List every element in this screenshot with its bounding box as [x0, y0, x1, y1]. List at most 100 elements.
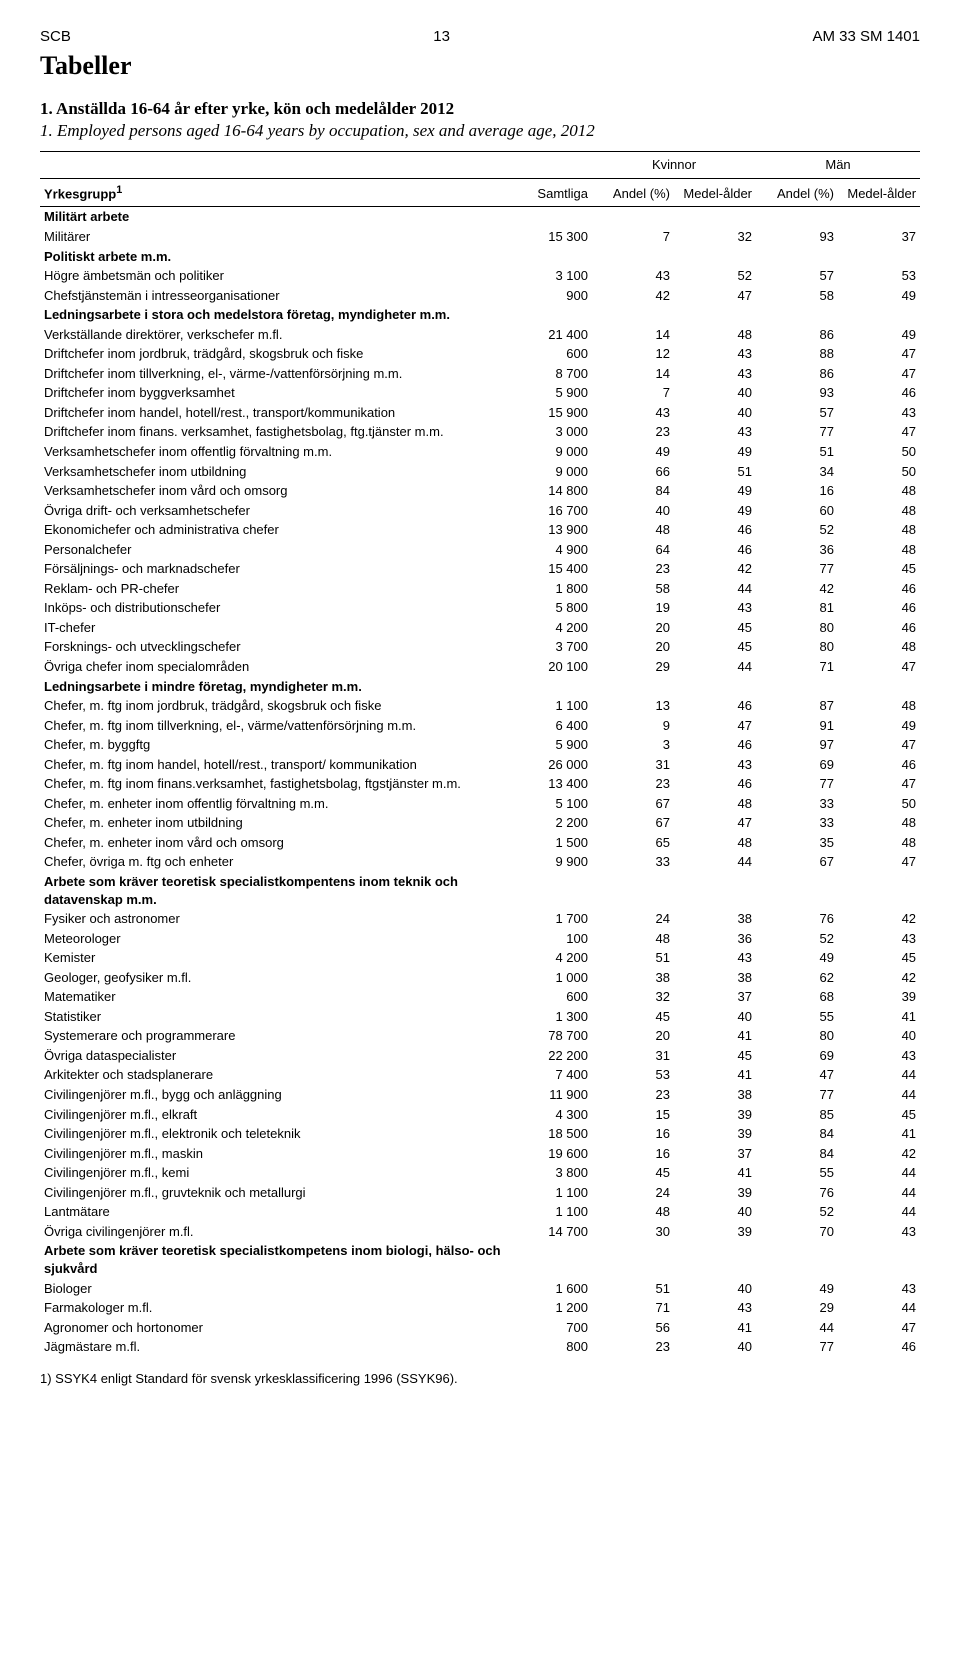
table-row: Militärt arbete [40, 207, 920, 227]
row-value: 80 [756, 618, 838, 638]
row-value: 91 [756, 716, 838, 736]
row-value: 47 [838, 774, 920, 794]
row-value: 45 [838, 559, 920, 579]
footnote: 1) SSYK4 enligt Standard för svensk yrke… [40, 1371, 920, 1386]
row-value [756, 1241, 838, 1278]
row-value: 46 [674, 520, 756, 540]
row-value: 48 [838, 481, 920, 501]
row-value: 4 900 [510, 540, 592, 560]
row-value [838, 305, 920, 325]
row-value: 47 [838, 657, 920, 677]
row-value: 44 [838, 1163, 920, 1183]
col-kv-andel: Andel (%) [592, 178, 674, 207]
row-label: Systemerare och programmerare [40, 1026, 510, 1046]
row-value [592, 677, 674, 697]
row-value: 51 [756, 442, 838, 462]
row-value: 31 [592, 755, 674, 775]
row-label: Övriga civilingenjörer m.fl. [40, 1222, 510, 1242]
row-label: Farmakologer m.fl. [40, 1298, 510, 1318]
row-value: 16 700 [510, 501, 592, 521]
table-row: Arkitekter och stadsplanerare7 400534147… [40, 1065, 920, 1085]
row-value: 43 [838, 1279, 920, 1299]
row-value: 46 [674, 696, 756, 716]
row-value: 52 [756, 929, 838, 949]
table-row: Chefer, m. ftg inom handel, hotell/rest.… [40, 755, 920, 775]
row-value: 45 [674, 618, 756, 638]
row-value: 64 [592, 540, 674, 560]
row-value [510, 677, 592, 697]
row-value: 57 [756, 266, 838, 286]
row-value: 76 [756, 909, 838, 929]
row-value: 18 500 [510, 1124, 592, 1144]
row-value: 31 [592, 1046, 674, 1066]
row-value: 55 [756, 1007, 838, 1027]
row-value: 44 [838, 1202, 920, 1222]
row-value: 41 [674, 1026, 756, 1046]
row-value: 48 [838, 540, 920, 560]
row-value: 81 [756, 598, 838, 618]
row-value: 67 [592, 813, 674, 833]
row-value: 48 [838, 501, 920, 521]
row-value: 45 [674, 1046, 756, 1066]
row-value: 40 [674, 403, 756, 423]
row-value: 7 [592, 383, 674, 403]
table-row: Övriga civilingenjörer m.fl.14 700303970… [40, 1222, 920, 1242]
row-value: 16 [592, 1144, 674, 1164]
row-value: 77 [756, 1337, 838, 1357]
row-value: 51 [674, 462, 756, 482]
row-value: 48 [838, 637, 920, 657]
row-value: 43 [674, 948, 756, 968]
row-value [756, 305, 838, 325]
table-row: Övriga chefer inom specialområden20 1002… [40, 657, 920, 677]
header-center: 13 [433, 28, 450, 45]
row-value: 47 [838, 422, 920, 442]
row-value: 13 [592, 696, 674, 716]
row-value: 41 [838, 1007, 920, 1027]
row-value: 40 [838, 1026, 920, 1046]
row-value: 67 [756, 852, 838, 872]
row-value: 88 [756, 344, 838, 364]
row-label: Driftchefer inom jordbruk, trädgård, sko… [40, 344, 510, 364]
row-value: 15 300 [510, 227, 592, 247]
row-label: Statistiker [40, 1007, 510, 1027]
row-label: Matematiker [40, 987, 510, 1007]
row-value: 42 [674, 559, 756, 579]
row-value: 14 700 [510, 1222, 592, 1242]
table-body: Militärt arbeteMilitärer15 3007329337Pol… [40, 207, 920, 1357]
row-value: 36 [756, 540, 838, 560]
table-row: Försäljnings- och marknadschefer15 40023… [40, 559, 920, 579]
row-value: 33 [756, 813, 838, 833]
col-group-man: Män [756, 152, 920, 179]
table-row: Chefer, m. ftg inom finans.verksamhet, f… [40, 774, 920, 794]
row-value: 93 [756, 383, 838, 403]
row-value: 41 [838, 1124, 920, 1144]
row-value: 2 200 [510, 813, 592, 833]
row-value: 38 [674, 909, 756, 929]
row-value: 19 [592, 598, 674, 618]
row-value: 45 [838, 1105, 920, 1125]
row-value [838, 872, 920, 909]
row-value: 85 [756, 1105, 838, 1125]
row-value: 37 [674, 1144, 756, 1164]
col-spacer [510, 152, 592, 179]
table-row: Ledningsarbete i mindre företag, myndigh… [40, 677, 920, 697]
table-row: Chefstjänstemän i intresseorganisationer… [40, 286, 920, 306]
table-row: Politiskt arbete m.m. [40, 247, 920, 267]
row-value: 800 [510, 1337, 592, 1357]
row-label: Biologer [40, 1279, 510, 1299]
row-value: 62 [756, 968, 838, 988]
row-value: 1 600 [510, 1279, 592, 1299]
row-label: Driftchefer inom byggverksamhet [40, 383, 510, 403]
row-value: 12 [592, 344, 674, 364]
row-value: 49 [756, 948, 838, 968]
row-value [756, 677, 838, 697]
row-value: 9 900 [510, 852, 592, 872]
row-value: 7 400 [510, 1065, 592, 1085]
row-label: Chefer, m. ftg inom finans.verksamhet, f… [40, 774, 510, 794]
row-value: 14 800 [510, 481, 592, 501]
row-value: 42 [756, 579, 838, 599]
table-row: Verksamhetschefer inom offentlig förvalt… [40, 442, 920, 462]
row-label: Chefer, m. enheter inom vård och omsorg [40, 833, 510, 853]
row-value: 38 [674, 968, 756, 988]
header-left: SCB [40, 28, 71, 45]
